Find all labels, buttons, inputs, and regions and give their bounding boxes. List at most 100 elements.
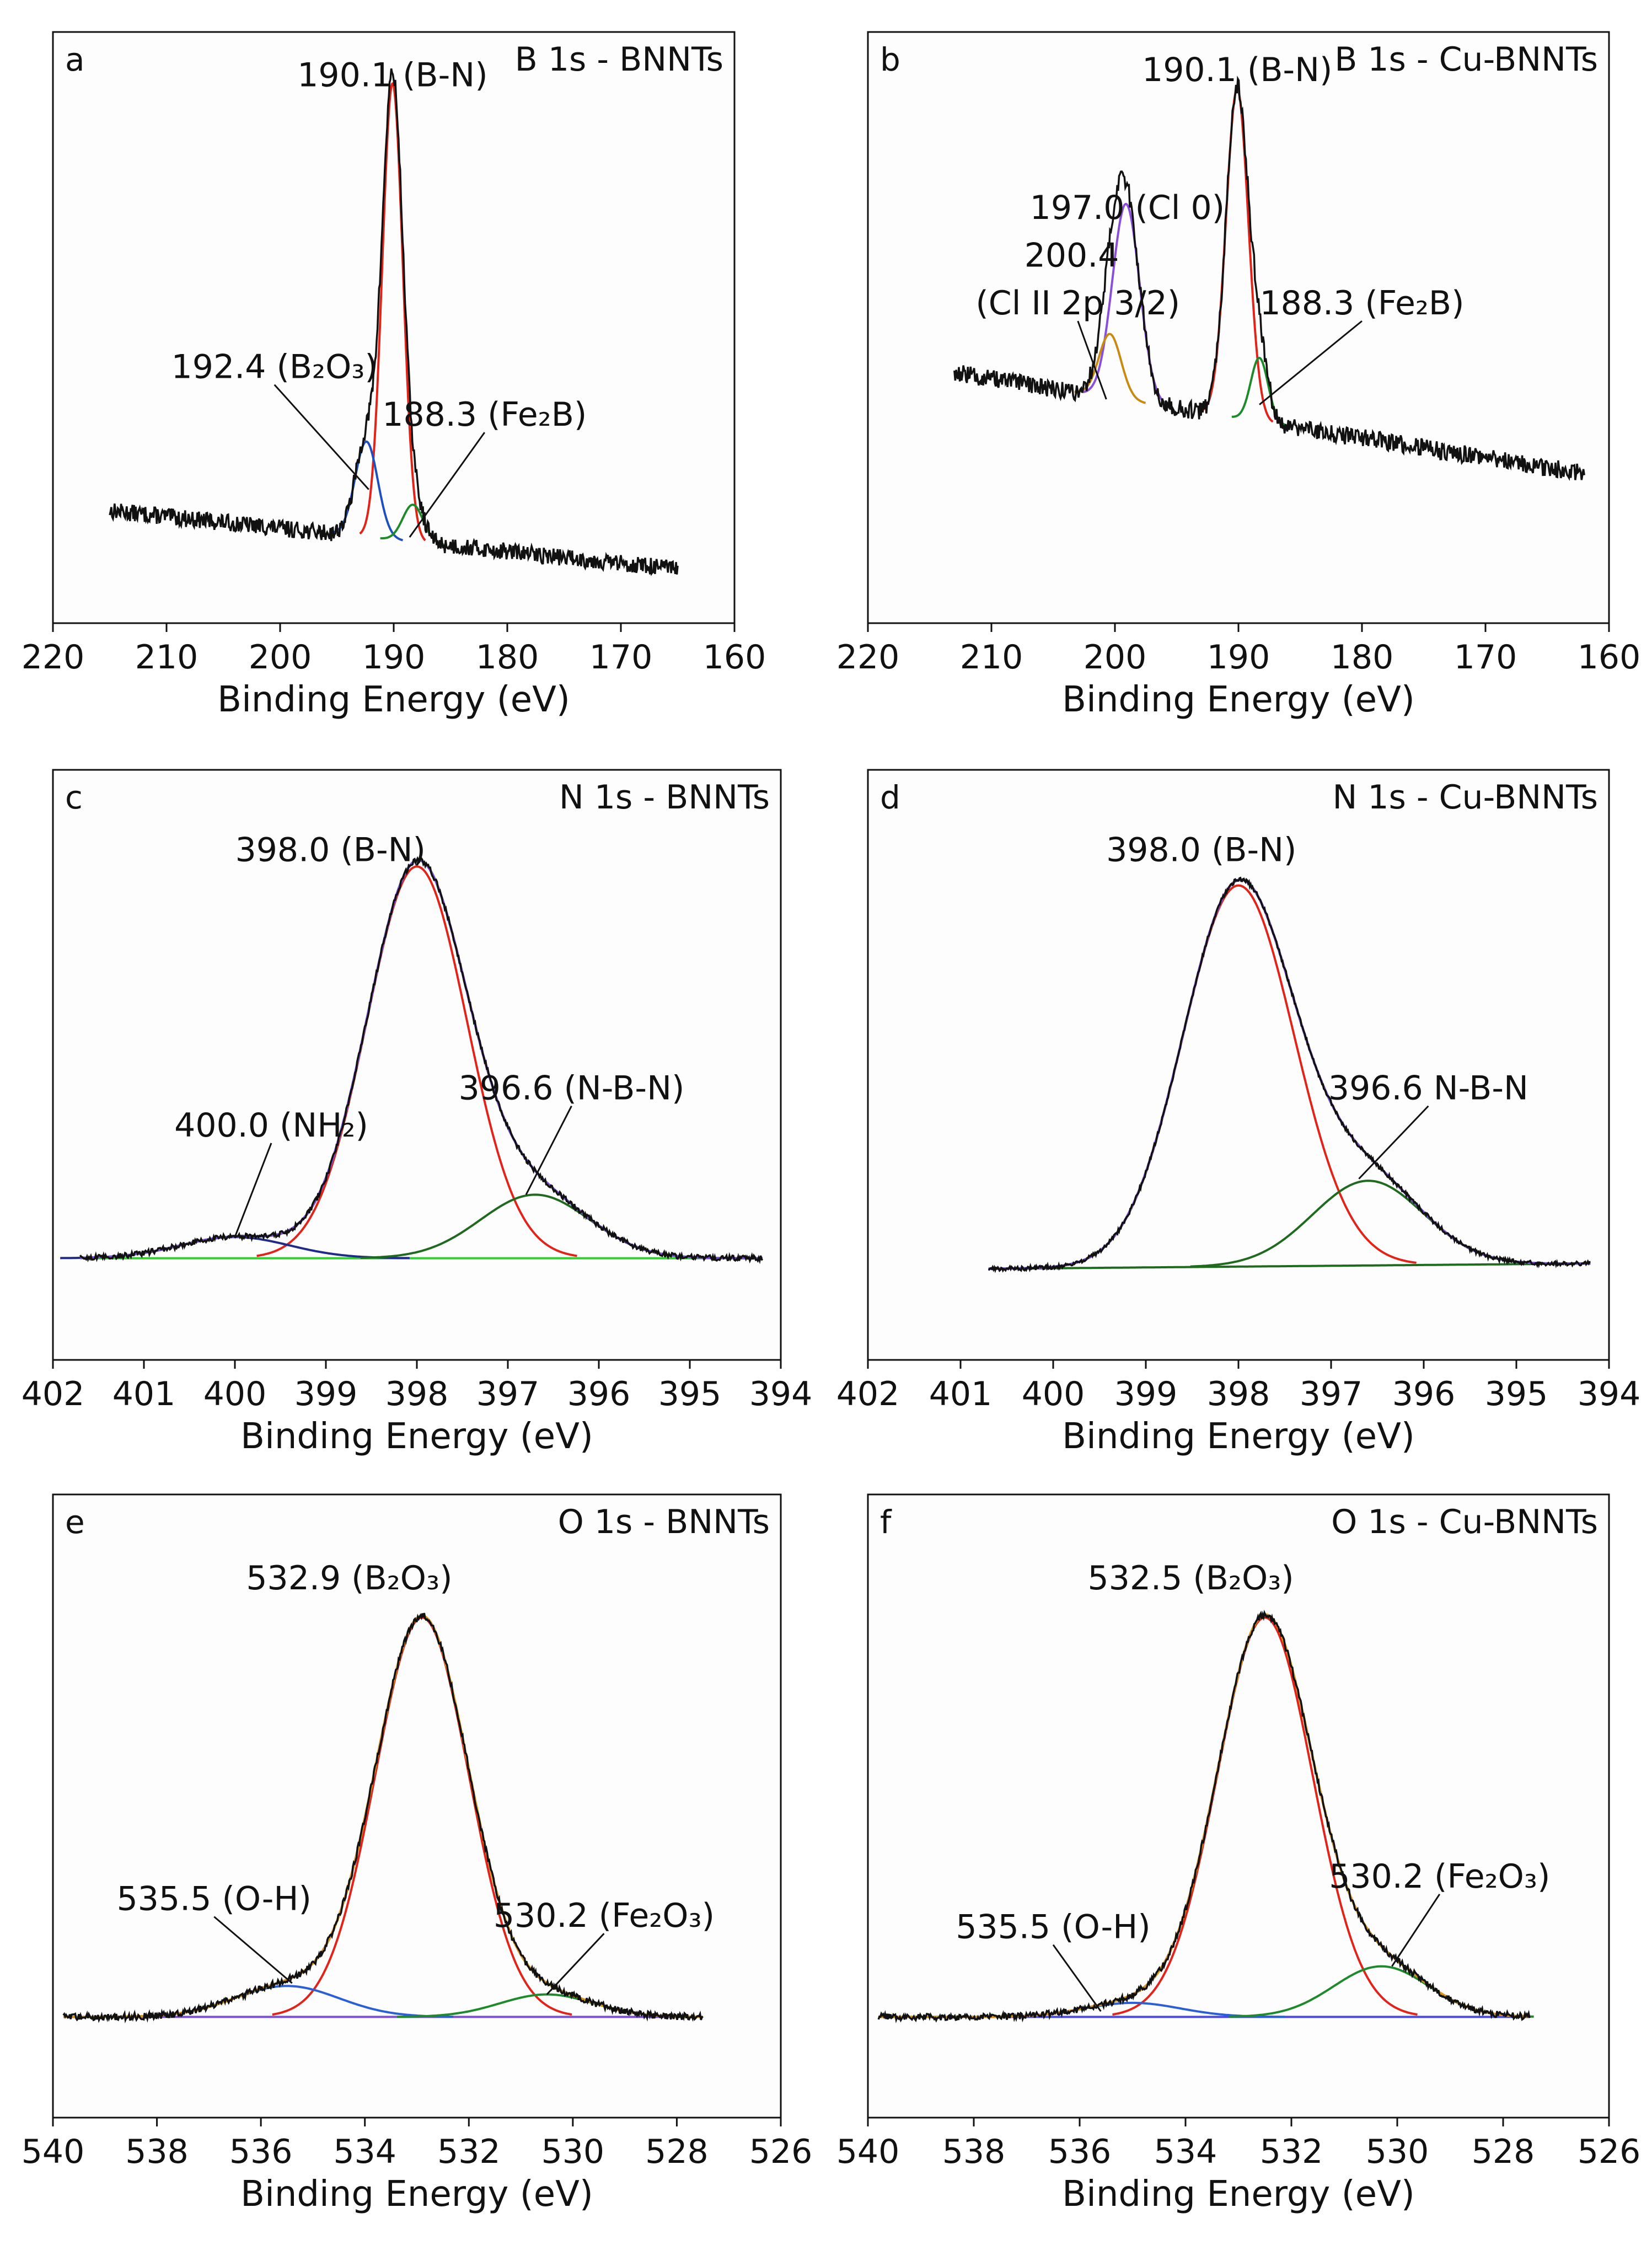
x-tick-label: 394 <box>1578 1375 1641 1413</box>
x-tick-label: 540 <box>836 2133 900 2171</box>
plot-frame <box>52 769 782 1361</box>
x-tick-label: 530 <box>1366 2133 1429 2171</box>
annotation-leader <box>1259 320 1363 405</box>
panel-letter: e <box>65 1503 85 1541</box>
plot-frame <box>867 31 1610 624</box>
peak-annotation: 200.4 <box>1025 237 1119 275</box>
x-tick-label: 528 <box>1472 2133 1535 2171</box>
raw-spectrum <box>109 68 679 576</box>
x-tick-label: 402 <box>836 1375 900 1413</box>
x-tick-label: 180 <box>476 638 539 677</box>
annotation-leader <box>1358 1105 1429 1180</box>
peak-annotation: 197.0 (Cl 0) <box>1030 189 1225 227</box>
annotation-leader <box>1391 1893 1441 1967</box>
x-tick-label: 220 <box>836 638 900 677</box>
x-tick-label: 538 <box>942 2133 1006 2171</box>
x-tick-label: 530 <box>541 2133 605 2171</box>
annotation-leader <box>1077 320 1107 400</box>
x-tick-label: 397 <box>476 1375 540 1413</box>
peak-annotation: 535.5 (O-H) <box>956 1908 1150 1947</box>
x-tick-label: 399 <box>1114 1375 1178 1413</box>
x-tick-label: 160 <box>703 638 766 677</box>
x-tick-label: 401 <box>929 1375 993 1413</box>
x-tick-label: 534 <box>333 2133 396 2171</box>
x-tick-label: 170 <box>1454 638 1517 677</box>
x-tick-label: 526 <box>749 2133 813 2171</box>
x-tick-label: 397 <box>1300 1375 1363 1413</box>
x-tick-label: 532 <box>437 2133 501 2171</box>
peak-annotation: 530.2 (Fe₂O₃) <box>494 1896 715 1935</box>
x-tick-label: 399 <box>294 1375 358 1413</box>
x-tick-label: 534 <box>1154 2133 1217 2171</box>
x-tick-label: 540 <box>22 2133 85 2171</box>
peak-annotation: 532.5 (B₂O₃) <box>1088 1559 1294 1598</box>
x-tick-label: 401 <box>112 1375 176 1413</box>
x-axis-label: Binding Energy (eV) <box>240 1416 593 1457</box>
panel-letter: c <box>65 779 83 816</box>
annotation-leader <box>409 432 486 538</box>
x-axis-label: Binding Energy (eV) <box>1062 679 1415 720</box>
peak-annotation: 188.3 (Fe₂B) <box>382 395 587 434</box>
x-tick-label: 200 <box>1084 638 1147 677</box>
x-tick-label: 160 <box>1578 638 1641 677</box>
peak-annotation: 535.5 (O-H) <box>117 1880 312 1919</box>
peak-annotation: 532.9 (B₂O₃) <box>246 1559 452 1598</box>
plot-frame <box>867 1493 1610 2119</box>
raw-spectrum <box>877 1610 1531 2024</box>
plot-frame <box>52 31 736 624</box>
peak-annotation: 530.2 (Fe₂O₃) <box>1329 1857 1550 1896</box>
component-peak-1 <box>1112 1616 1418 2016</box>
panel-title: O 1s - BNNTs <box>558 1503 770 1541</box>
component-peak-1 <box>359 82 426 542</box>
x-tick-label: 210 <box>135 638 199 677</box>
x-tick-label: 536 <box>229 2133 293 2171</box>
x-tick-label: 526 <box>1578 2133 1641 2171</box>
x-tick-label: 220 <box>22 638 85 677</box>
annotation-leader <box>273 384 369 490</box>
panel-title: N 1s - BNNTs <box>559 778 770 817</box>
x-tick-label: 190 <box>1207 638 1270 677</box>
panel-c: c N 1s - BNNTs 402 401 400 399 398 397 396 395 394… <box>22 769 813 1457</box>
panel-title: N 1s - Cu-BNNTs <box>1332 778 1598 817</box>
x-tick-label: 536 <box>1048 2133 1112 2171</box>
panel-title: B 1s - BNNTs <box>515 40 723 79</box>
baseline-curve <box>988 1262 1591 1270</box>
annotation-leader <box>213 1916 293 1984</box>
panel-a: a B 1s - BNNTs 220 210 200 190 180 170 160 Bindin… <box>22 31 766 720</box>
x-axis-label: Binding Energy (eV) <box>1062 1416 1415 1457</box>
x-tick-label: 180 <box>1331 638 1394 677</box>
x-axis-label: Binding Energy (eV) <box>217 679 570 720</box>
peak-annotation: 190.1 (B-N) <box>297 56 487 94</box>
panel-title: O 1s - Cu-BNNTs <box>1331 1503 1598 1541</box>
component-peak-1 <box>256 865 577 1257</box>
peak-annotation: 396.6 N-B-N <box>1328 1069 1528 1108</box>
x-tick-label: 398 <box>385 1375 449 1413</box>
raw-spectrum <box>79 856 764 1265</box>
x-tick-label: 395 <box>658 1375 722 1413</box>
peak-annotation: (Cl II 2p 3/2) <box>975 284 1180 323</box>
raw-spectrum <box>988 876 1591 1273</box>
x-tick-label: 400 <box>1022 1375 1085 1413</box>
raw-spectrum <box>953 76 1585 481</box>
panel-title: B 1s - Cu-BNNTs <box>1334 40 1598 79</box>
x-tick-label: 400 <box>203 1375 267 1413</box>
x-tick-label: 528 <box>645 2133 709 2171</box>
x-tick-label: 538 <box>125 2133 189 2171</box>
x-tick-label: 394 <box>749 1375 813 1413</box>
x-tick-label: 200 <box>249 638 312 677</box>
x-axis-label: Binding Energy (eV) <box>1062 2174 1415 2215</box>
panel-letter: f <box>880 1503 892 1541</box>
peak-annotation: 400.0 (NH₂) <box>174 1106 368 1145</box>
panel-f: f O 1s - Cu-BNNTs 540 538 536 534 532 530 528 526… <box>836 1493 1641 2215</box>
x-tick-label: 396 <box>1392 1375 1456 1413</box>
annotation-leader <box>1052 1944 1102 2012</box>
peak-annotation: 188.3 (Fe₂B) <box>1259 284 1464 323</box>
panel-letter: d <box>880 779 900 816</box>
x-tick-label: 396 <box>567 1375 631 1413</box>
x-tick-label: 170 <box>589 638 653 677</box>
annotation-leader <box>546 1933 605 1995</box>
peak-annotation: 398.0 (B-N) <box>235 831 426 870</box>
panel-letter: b <box>880 41 900 78</box>
x-tick-label: 395 <box>1485 1375 1548 1413</box>
